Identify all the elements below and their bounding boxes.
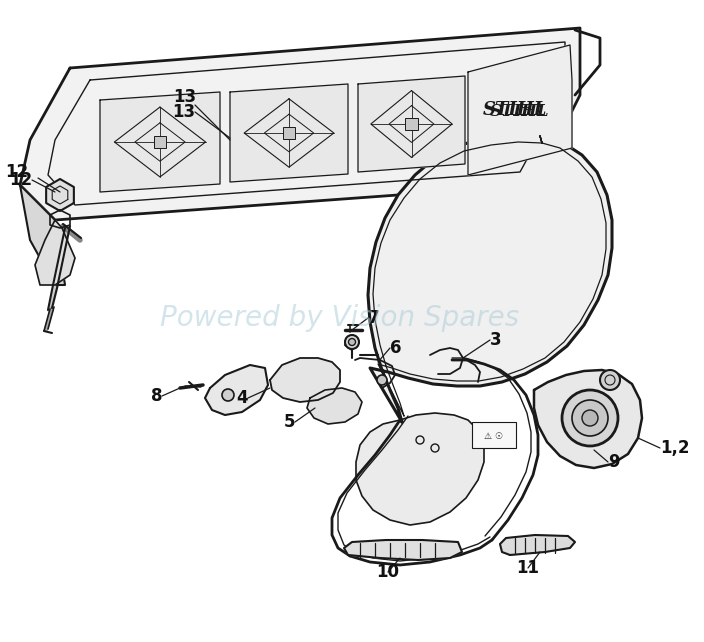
Polygon shape bbox=[270, 358, 340, 402]
Circle shape bbox=[377, 375, 387, 385]
Text: STIHL: STIHL bbox=[483, 101, 547, 119]
Polygon shape bbox=[205, 365, 268, 415]
Text: 8: 8 bbox=[151, 387, 162, 405]
Circle shape bbox=[348, 338, 356, 345]
Text: ⚠ ☉: ⚠ ☉ bbox=[484, 431, 503, 440]
Polygon shape bbox=[534, 370, 642, 468]
Text: 4: 4 bbox=[237, 389, 248, 407]
Polygon shape bbox=[500, 535, 575, 555]
Bar bbox=[406, 118, 417, 130]
Polygon shape bbox=[356, 413, 484, 525]
Text: Powered by Vision Spares: Powered by Vision Spares bbox=[161, 304, 520, 332]
Circle shape bbox=[600, 370, 620, 390]
Text: 1,2: 1,2 bbox=[660, 439, 689, 457]
Polygon shape bbox=[46, 179, 74, 211]
Circle shape bbox=[562, 390, 618, 446]
Circle shape bbox=[345, 335, 359, 349]
Text: 7: 7 bbox=[368, 309, 379, 327]
Text: 5: 5 bbox=[284, 413, 295, 431]
Text: 6: 6 bbox=[390, 339, 401, 357]
Text: 12: 12 bbox=[5, 163, 28, 181]
Text: 13: 13 bbox=[173, 88, 196, 106]
Polygon shape bbox=[358, 76, 465, 172]
Text: 11: 11 bbox=[517, 559, 539, 577]
Circle shape bbox=[572, 400, 608, 436]
Circle shape bbox=[582, 410, 598, 426]
Polygon shape bbox=[230, 84, 348, 182]
Text: 3: 3 bbox=[490, 331, 502, 349]
Text: 9: 9 bbox=[608, 453, 620, 471]
Polygon shape bbox=[368, 135, 612, 422]
Polygon shape bbox=[100, 92, 220, 192]
Bar bbox=[472, 422, 516, 448]
Polygon shape bbox=[20, 28, 580, 220]
Circle shape bbox=[222, 389, 234, 401]
Polygon shape bbox=[344, 540, 462, 560]
Text: 10: 10 bbox=[377, 563, 399, 581]
Bar bbox=[283, 127, 295, 139]
Polygon shape bbox=[468, 45, 572, 175]
Text: 12: 12 bbox=[9, 171, 32, 189]
Text: STIHL: STIHL bbox=[490, 103, 550, 121]
Bar bbox=[153, 135, 166, 148]
Polygon shape bbox=[35, 220, 75, 285]
Text: 13: 13 bbox=[172, 103, 195, 121]
Polygon shape bbox=[20, 185, 65, 285]
Polygon shape bbox=[307, 388, 362, 424]
